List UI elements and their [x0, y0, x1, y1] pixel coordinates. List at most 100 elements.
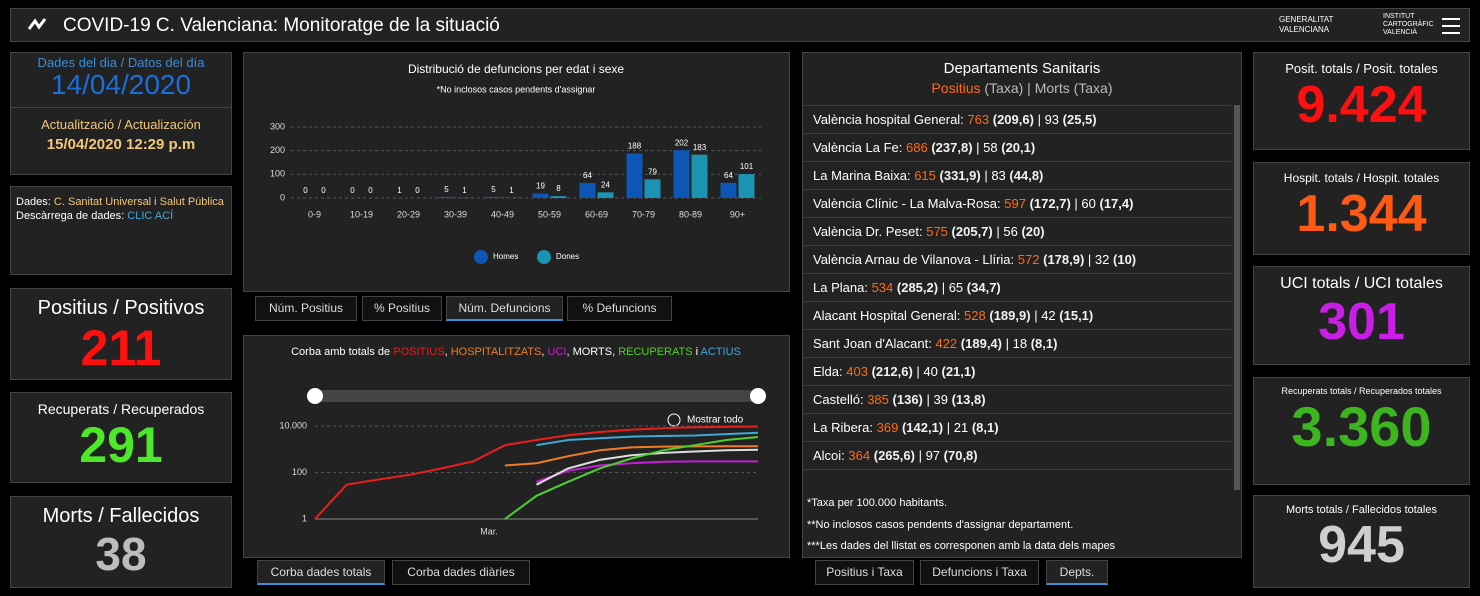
kpi-box: Hospit. totals / Hospit. totales 1.344: [1253, 162, 1470, 255]
kpi-label: Recuperats / Recuperados: [37, 401, 205, 417]
dept-taxa: (13,8): [951, 392, 986, 407]
dept-taxa: (70,8): [943, 448, 978, 463]
day-panel: Dades del dia / Datos del día 14/04/2020…: [10, 52, 232, 175]
dept-taxa: (44,8): [1009, 168, 1044, 183]
chart-title: Distribució de defuncions per edat i sex…: [408, 62, 624, 76]
dept-row: Castelló: 385 (136) | 39 (13,8): [803, 386, 1231, 414]
dept-legend: Positius (Taxa) | Morts (Taxa): [931, 80, 1113, 96]
kpi-value: 945: [1318, 516, 1405, 574]
dept-row: València Dr. Peset: 575 (205,7) | 56 (20…: [803, 218, 1231, 246]
source-panel: Dades: C. Sanitat Universal i Salut Públ…: [10, 186, 232, 275]
x-tick-label: 10-19: [350, 209, 373, 219]
dept-morts: 21: [953, 420, 969, 435]
dept-taxa: (331,9): [939, 168, 981, 183]
tab[interactable]: Defuncions i Taxa: [920, 560, 1039, 585]
logo-icon: [27, 18, 47, 30]
kpi-label: Morts / Fallecidos: [42, 505, 200, 527]
dept-taxa: (285,2): [896, 280, 939, 295]
legend-taxa: (Taxa): [984, 80, 1024, 96]
note: *Taxa per 100.000 habitants.: [807, 497, 948, 509]
tab[interactable]: Núm. Positius: [255, 296, 357, 321]
bar: [626, 153, 643, 198]
y-tick-label: 300: [270, 121, 285, 131]
kpi-label: Posit. totals / Posit. totales: [1285, 61, 1438, 76]
dept-taxa: (136): [892, 392, 923, 407]
x-tick-label: 60-69: [585, 209, 608, 219]
dept-taxa: (142,1): [901, 420, 944, 435]
y-tick-label: 10.000: [279, 420, 307, 430]
dept-positius: 422: [935, 336, 958, 351]
dept-morts: 58: [983, 140, 998, 155]
bar: [691, 154, 708, 198]
bar: [644, 179, 661, 198]
zoom-icon: [667, 413, 681, 427]
dept-taxa: (189,9): [989, 308, 1031, 323]
series-line: [314, 425, 759, 520]
x-tick-label: 90+: [730, 209, 745, 219]
tab[interactable]: Positius i Taxa: [815, 560, 914, 585]
dept-morts: 40: [923, 364, 938, 379]
y-tick-label: 100: [292, 467, 307, 477]
tab[interactable]: Corba dades diàries: [392, 560, 530, 585]
dept-positius: 369: [876, 420, 899, 435]
note: **No inclosos casos pendents d'assignar …: [807, 518, 1074, 531]
title-part: Corba amb totals de: [291, 346, 393, 358]
logo-icv: INSTITUT CARTOGRÀFIC VALENCIÀ: [1383, 13, 1434, 36]
tab[interactable]: Corba dades totals: [257, 560, 385, 585]
dept-taxa: (265,6): [873, 448, 915, 463]
dept-taxa: (34,7): [966, 280, 1001, 295]
x-tick-label: 30-39: [444, 209, 467, 219]
tab[interactable]: Depts.: [1046, 560, 1108, 585]
download-link[interactable]: CLIC ACÍ: [127, 210, 174, 222]
zoom-label[interactable]: Mostrar todo: [687, 415, 744, 426]
curve-chart-panel: Corba amb totals de POSITIUS, HOSPITALIT…: [243, 335, 790, 558]
series-line: [536, 460, 758, 483]
y-tick-label: 200: [270, 145, 285, 155]
dept-taxa: (205,7): [951, 224, 993, 239]
dept-taxa: (237,8): [931, 140, 973, 155]
title-part: i: [693, 346, 701, 358]
dept-name: València hospital General:: [813, 112, 964, 127]
tab[interactable]: % Defuncions: [567, 296, 672, 321]
bar: [597, 192, 614, 198]
bar: [485, 196, 502, 198]
tab[interactable]: Núm. Defuncions: [446, 296, 563, 321]
kpi-value: 291: [79, 417, 163, 473]
kpi-box: Morts totals / Fallecidos totales 945: [1253, 495, 1470, 588]
dept-row: Sant Joan d'Alacant: 422 (189,4) | 18 (8…: [803, 330, 1231, 358]
dept-name: Castelló:: [813, 392, 864, 407]
x-tick-label: 50-59: [538, 209, 561, 219]
kpi-value: 9.424: [1296, 76, 1427, 134]
kpi-value: 1.344: [1296, 185, 1427, 243]
value-label: 0: [368, 186, 373, 195]
dept-morts: 97: [925, 448, 941, 463]
dept-taxa: (20,1): [1001, 140, 1036, 155]
kpi-box: Recuperats totals / Recuperados totales 3…: [1253, 377, 1470, 485]
scrollbar[interactable]: [1234, 105, 1240, 490]
legend-morts: Morts: [1034, 80, 1070, 96]
dept-name: València Dr. Peset:: [813, 224, 923, 239]
tab[interactable]: % Positius: [362, 296, 442, 321]
kpi-label: Recuperats totals / Recuperados totales: [1281, 386, 1442, 396]
dept-name: Sant Joan d'Alacant:: [813, 336, 932, 351]
legend-taxa: (Taxa): [1073, 80, 1113, 96]
dept-positius: 686: [906, 140, 928, 155]
slider-handle[interactable]: [307, 388, 323, 404]
range-slider[interactable]: [315, 390, 758, 402]
dept-morts: 39: [933, 392, 948, 407]
dept-taxa: (10): [1113, 252, 1137, 267]
legend-swatch: [537, 250, 551, 264]
dept-list: València hospital General: 763 (209,6) |…: [803, 105, 1231, 470]
slider-handle[interactable]: [750, 388, 766, 404]
menu[interactable]: [1441, 17, 1461, 35]
dept-positius: 385: [867, 392, 889, 407]
dept-row: La Marina Baixa: 615 (331,9) | 83 (44,8): [803, 162, 1231, 190]
value-label: 19: [536, 182, 545, 191]
kpi-box: Morts / Fallecidos 38: [10, 496, 232, 588]
x-tick-label: 0-9: [308, 209, 321, 219]
bar: [438, 196, 455, 198]
value-label: 24: [601, 180, 610, 189]
dept-taxa: (20): [1021, 224, 1045, 239]
age-chart-panel: Distribució de defuncions per edat i sex…: [243, 52, 790, 292]
download-label: Descàrrega de dades:: [16, 210, 125, 222]
